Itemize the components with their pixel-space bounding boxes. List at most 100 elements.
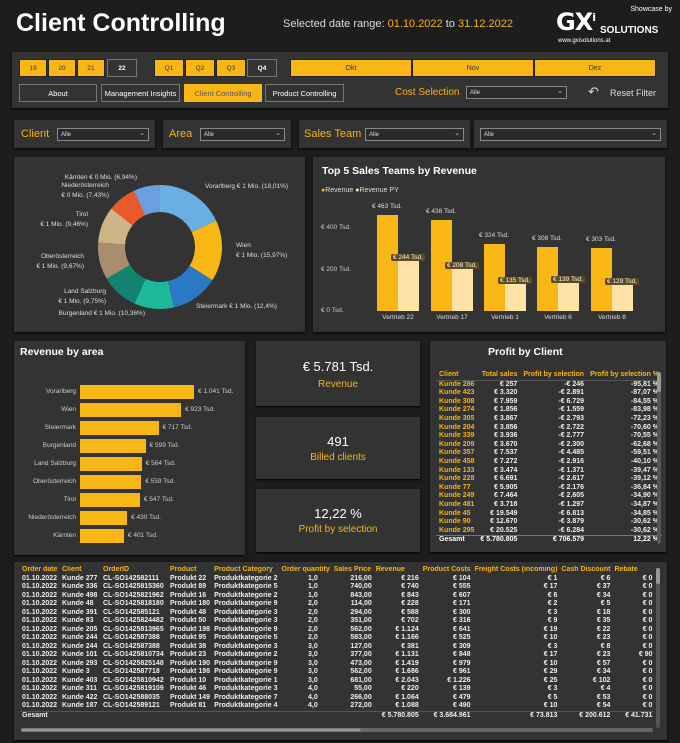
- table-row[interactable]: 01.10.2022 Kunde 391 CL-SO142585121 Produkt…: [20, 609, 654, 618]
- table-row[interactable]: 01.10.2022 Kunde 48 CL-SO1425818180 Produkt…: [20, 600, 654, 609]
- table-row[interactable]: Kunde 45 € 19.549 -€ 6.813 -34,85 %: [436, 510, 662, 519]
- column-header[interactable]: Client: [62, 566, 82, 573]
- table-row[interactable]: 01.10.2022 Kunde 336 CL-SO1425815360 Produk…: [20, 583, 654, 592]
- table-row[interactable]: Kunde 357 € 7.537 -€ 4.485 -59,51 %: [436, 449, 662, 458]
- table-row[interactable]: 01.10.2022 Kunde 277 CL-SO142582111 Produkt…: [20, 575, 654, 584]
- table-row[interactable]: Kunde 305 € 3.867 -€ 2.793 -72,23 %: [436, 415, 662, 424]
- profit-table-scrollbar[interactable]: [657, 372, 661, 544]
- table-row[interactable]: Kunde 308 € 7.959 -€ 6.729 -84,55 %: [436, 398, 662, 407]
- column-header[interactable]: Order date: [22, 566, 58, 573]
- table-row[interactable]: Kunde 209 € 3.670 -€ 2.300 -62,68 %: [436, 441, 662, 450]
- table-row[interactable]: Kunde 274 € 1.856 -€ 1.559 -83,98 %: [436, 406, 662, 415]
- column-header[interactable]: Cash Discount: [561, 566, 611, 573]
- orders-horizontal-scrollbar[interactable]: [21, 728, 653, 732]
- month-button-nov[interactable]: Nov: [412, 59, 534, 77]
- column-header[interactable]: Profit by selection %: [587, 371, 662, 381]
- table-row[interactable]: Kunde 90 € 12.670 -€ 3.879 -30,62 %: [436, 518, 662, 527]
- quarter-button-Q3[interactable]: Q3: [216, 59, 246, 77]
- table-row[interactable]: Kunde 339 € 3.936 -€ 2.777 -70,55 %: [436, 432, 662, 441]
- table-cell: 2,0: [308, 625, 318, 633]
- nav-button-management-insights[interactable]: Management Insights: [101, 84, 180, 102]
- undo-arrow-icon[interactable]: ↶: [588, 84, 599, 99]
- quarter-button-Q2[interactable]: Q2: [185, 59, 215, 77]
- year-button-22[interactable]: 22: [107, 59, 137, 77]
- table-row[interactable]: Kunde 133 € 3.474 -€ 1.371 -39,47 %: [436, 467, 662, 476]
- table-row[interactable]: Kunde 204 € 3.856 -€ 2.722 -70,60 %: [436, 424, 662, 433]
- table-row[interactable]: Kunde 77 € 5.905 -€ 2.176 -36,84 %: [436, 484, 662, 493]
- revenue-py-bar[interactable]: [398, 260, 419, 311]
- column-header[interactable]: Freight Costs (incoming): [474, 566, 558, 573]
- area-bar[interactable]: [80, 475, 142, 489]
- nav-button-product-controlling[interactable]: Product Controlling: [265, 84, 344, 102]
- area-bar[interactable]: [80, 457, 142, 471]
- year-button-21[interactable]: 21: [77, 59, 105, 77]
- table-cell: € 104: [453, 574, 471, 582]
- year-button-19[interactable]: 19: [19, 59, 47, 77]
- area-bar[interactable]: [80, 403, 182, 417]
- column-header[interactable]: Order quantity: [281, 566, 330, 573]
- table-row[interactable]: 01.10.2022 Kunde 101 CL-SO1425810734 Produk…: [20, 651, 654, 660]
- month-button-dez[interactable]: Dez: [534, 59, 656, 77]
- reset-filter-button[interactable]: Reset Filter: [610, 88, 657, 98]
- table-row[interactable]: 01.10.2022 Kunde 422 CL-SO142588035 Produkt…: [20, 694, 654, 703]
- revenue-py-bar[interactable]: [558, 282, 579, 311]
- table-row[interactable]: Kunde 249 € 7.464 -€ 2.605 -34,90 %: [436, 492, 662, 501]
- cost-selection-dropdown[interactable]: Alle ⌄: [466, 86, 567, 99]
- table-row[interactable]: Kunde 286 € 257 -€ 246 -95,81 %: [436, 380, 662, 389]
- table-row[interactable]: Kunde 458 € 7.272 -€ 2.916 -40,10 %: [436, 458, 662, 467]
- area-bar[interactable]: [80, 529, 124, 543]
- revenue-bar[interactable]: [431, 220, 452, 311]
- column-header[interactable]: Profit by selection: [520, 371, 588, 381]
- table-row[interactable]: 01.10.2022 Kunde 3 CL-SO142587718 Produkt 1…: [20, 668, 654, 677]
- column-header[interactable]: Total sales: [477, 371, 521, 381]
- table-row[interactable]: 01.10.2022 Kunde 244 CL-SO142587388 Produkt…: [20, 634, 654, 643]
- revenue-py-bar[interactable]: [452, 267, 473, 311]
- extra-filter-dropdown[interactable]: Alle ⌄: [480, 128, 661, 141]
- table-row[interactable]: 01.10.2022 Kunde 244 CL-SO142587388 Produkt…: [20, 643, 654, 652]
- column-header[interactable]: Sales Price: [333, 566, 372, 573]
- revenue-bar[interactable]: [377, 214, 398, 311]
- client-filter-dropdown[interactable]: Alle ⌄: [57, 128, 149, 141]
- revenue-py-bar[interactable]: [612, 284, 633, 311]
- table-row[interactable]: Kunde 481 € 3.718 -€ 1.297 -34,87 %: [436, 501, 662, 510]
- table-row[interactable]: 01.10.2022 Kunde 293 CL-SO1425825148 Produk…: [20, 660, 654, 669]
- table-cell: € 0: [642, 634, 653, 641]
- area-bar[interactable]: [80, 511, 128, 525]
- quarter-button-Q1[interactable]: Q1: [154, 59, 184, 77]
- area-bar[interactable]: [80, 439, 146, 453]
- area-bar[interactable]: [80, 421, 159, 435]
- revenue-bar[interactable]: [591, 248, 612, 311]
- column-header[interactable]: Product Costs: [422, 566, 471, 573]
- revenue-bar[interactable]: [537, 247, 558, 311]
- area-bar[interactable]: [80, 385, 194, 399]
- column-header[interactable]: OrderID: [103, 566, 130, 573]
- table-cell: -€ 6.284: [558, 526, 585, 534]
- orders-vertical-scrollbar[interactable]: [656, 568, 660, 728]
- table-row[interactable]: Kunde 228 € 6.691 -€ 2.617 -39,12 %: [436, 475, 662, 484]
- table-row[interactable]: 01.10.2022 Kunde 187 CL-SO142589121 Produkt…: [20, 702, 654, 711]
- table-row[interactable]: 01.10.2022 Kunde 205 CL-SO1425813965 Produk…: [20, 626, 654, 635]
- nav-button-about[interactable]: About: [19, 84, 97, 102]
- table-row[interactable]: 01.10.2022 Kunde 311 CL-SO1425819109 Produk…: [20, 685, 654, 694]
- table-row[interactable]: 01.10.2022 Kunde 498 CL-SO1425821962 Produk…: [20, 592, 654, 601]
- nav-button-client-controlling[interactable]: Client Controlling: [184, 84, 262, 102]
- team-filter-label: Sales Team: [304, 128, 362, 140]
- revenue-py-bar[interactable]: [505, 282, 526, 311]
- quarter-button-Q4[interactable]: Q4: [247, 59, 277, 77]
- column-header[interactable]: Client: [436, 371, 478, 381]
- year-button-20[interactable]: 20: [48, 59, 76, 77]
- revenue-bar[interactable]: [484, 243, 505, 311]
- column-header[interactable]: Revenue: [375, 566, 405, 573]
- column-header[interactable]: Rebate: [614, 566, 638, 573]
- table-row[interactable]: Kunde 423 € 3.320 -€ 2.891 -87,07 %: [436, 389, 662, 398]
- column-header[interactable]: Product Category: [214, 566, 273, 573]
- table-row[interactable]: 01.10.2022 Kunde 403 CL-SO1425810942 Produk…: [20, 677, 654, 686]
- column-header[interactable]: Product: [170, 566, 197, 573]
- month-button-okt[interactable]: Okt: [290, 59, 412, 77]
- table-row[interactable]: 01.10.2022 Kunde 83 CL-SO1425824482 Produkt…: [20, 617, 654, 626]
- area-bar[interactable]: [80, 493, 140, 507]
- team-filter-dropdown[interactable]: Alle ⌄: [365, 128, 464, 141]
- area-filter-dropdown[interactable]: Alle ⌄: [200, 128, 285, 141]
- table-row[interactable]: Kunde 295 € 20.525 -€ 6.284 -30,62 %: [436, 527, 662, 536]
- table-cell: € 34: [596, 591, 611, 599]
